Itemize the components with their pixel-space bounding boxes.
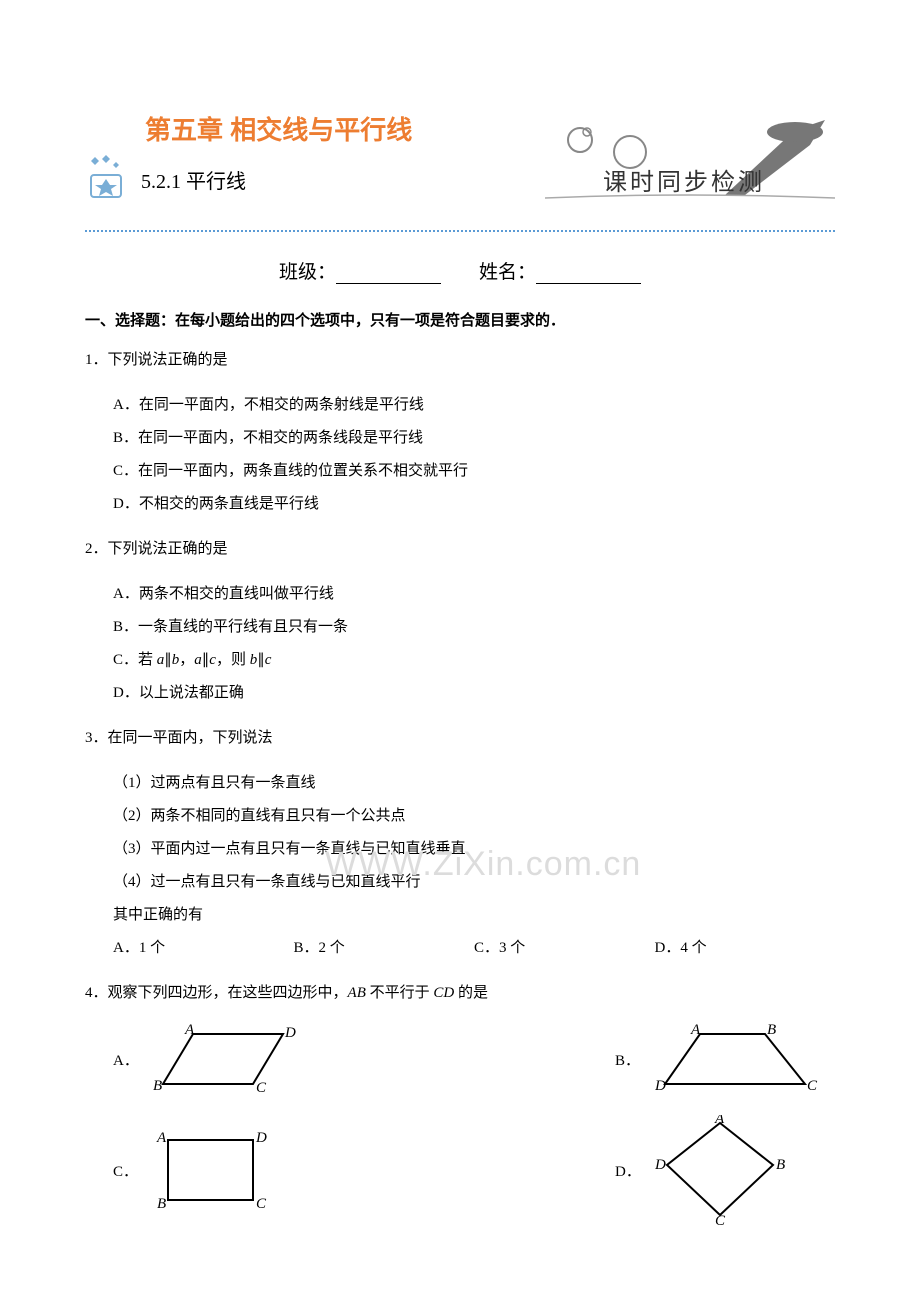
- q2-opt-a: A．两条不相交的直线叫做平行线: [85, 578, 835, 611]
- q3-num: 3．: [85, 730, 108, 746]
- q4-row-cd: C． A D B C D． A B C D: [85, 1115, 835, 1225]
- q4-num: 4．: [85, 985, 108, 1001]
- q2-opt-b: B．一条直线的平行线有且只有一条: [85, 611, 835, 644]
- q3-s2: （2）两条不相同的直线有且只有一个公共点: [85, 800, 835, 833]
- q3-opt-b: B．2 个: [294, 932, 475, 965]
- q1-opt-b: B．在同一平面内，不相交的两条线段是平行线: [85, 422, 835, 455]
- q4-row-ab: A． A D B C B． A B D C: [85, 1022, 835, 1097]
- q1-stem: 下列说法正确的是: [108, 352, 228, 368]
- svg-text:B: B: [153, 1078, 162, 1094]
- q4-figure-c: A D B C: [153, 1128, 313, 1213]
- q3-opt-d: D．4 个: [655, 932, 836, 965]
- q4-label-a: A．: [113, 1049, 153, 1070]
- header-divider: [85, 230, 835, 232]
- q1-num: 1．: [85, 352, 108, 368]
- question-4: 4．观察下列四边形，在这些四边形中，AB 不平行于 CD 的是: [85, 977, 835, 1010]
- svg-text:A: A: [690, 1022, 701, 1038]
- q3-s4: （4）过一点有且只有一条直线与已知直线平行: [85, 866, 835, 899]
- svg-text:D: D: [655, 1078, 666, 1094]
- svg-text:C: C: [807, 1078, 818, 1094]
- q2-opt-d: D．以上说法都正确: [85, 677, 835, 710]
- q1-opt-d: D．不相交的两条直线是平行线: [85, 488, 835, 521]
- q3-s1: （1）过两点有且只有一条直线: [85, 767, 835, 800]
- q3-tail: 其中正确的有: [85, 899, 835, 932]
- q3-stem: 在同一平面内，下列说法: [108, 730, 273, 746]
- svg-text:A: A: [156, 1130, 167, 1146]
- svg-text:D: D: [255, 1130, 267, 1146]
- q2c-t2: ，则: [216, 652, 250, 668]
- q2c-c1: c: [209, 652, 216, 668]
- star-badge-icon: [85, 155, 133, 203]
- form-line: 班级： 姓名：: [85, 257, 835, 284]
- svg-text:B: B: [776, 1157, 785, 1173]
- q4-label-b: B．: [615, 1049, 655, 1070]
- q4-label-d: D．: [615, 1160, 655, 1181]
- svg-text:B: B: [157, 1196, 166, 1212]
- q1-opt-a: A．在同一平面内，不相交的两条射线是平行线: [85, 389, 835, 422]
- q2c-a2: a: [194, 652, 202, 668]
- q4-cd: CD: [433, 985, 454, 1001]
- question-2: 2．下列说法正确的是: [85, 533, 835, 566]
- q4-mid: 不平行于: [366, 985, 434, 1001]
- section-row: 5.2.1 平行线: [85, 155, 246, 203]
- q4-figure-d: A B C D: [655, 1115, 835, 1225]
- svg-text:A: A: [714, 1115, 725, 1127]
- q3-opt-a: A．1 个: [113, 932, 294, 965]
- class-blank: [336, 264, 441, 284]
- q4-figure-a: A D B C: [153, 1022, 313, 1097]
- q4-ab: AB: [348, 985, 366, 1001]
- svg-text:C: C: [256, 1080, 267, 1096]
- svg-text:A: A: [184, 1022, 195, 1038]
- svg-text:D: D: [284, 1025, 296, 1041]
- class-label: 班级：: [279, 262, 336, 283]
- q2-num: 2．: [85, 541, 108, 557]
- svg-text:D: D: [655, 1157, 666, 1173]
- q4-figure-b: A B D C: [655, 1022, 835, 1097]
- q3-options: A．1 个 B．2 个 C．3 个 D．4 个: [85, 932, 835, 965]
- q1-opt-c: C．在同一平面内，两条直线的位置关系不相交就平行: [85, 455, 835, 488]
- section-heading: 一、选择题：在每小题给出的四个选项中，只有一项是符合题目要求的．: [85, 309, 835, 330]
- name-label: 姓名：: [479, 262, 536, 283]
- q2-stem: 下列说法正确的是: [108, 541, 228, 557]
- q2c-pre: C．若: [113, 652, 157, 668]
- svg-text:C: C: [256, 1196, 267, 1212]
- svg-text:C: C: [715, 1213, 726, 1225]
- q2c-p1: ∥: [164, 652, 172, 668]
- header: 第五章 相交线与平行线 5.2.1 平行线: [85, 100, 835, 220]
- q3-s3: （3）平面内过一点有且只有一条直线与已知直线垂直: [85, 833, 835, 866]
- q4-post: 的是: [454, 985, 488, 1001]
- q3-opt-c: C．3 个: [474, 932, 655, 965]
- question-1: 1．下列说法正确的是: [85, 344, 835, 377]
- name-blank: [536, 264, 641, 284]
- chapter-title: 第五章 相交线与平行线: [145, 110, 412, 147]
- q4-stem-pre: 观察下列四边形，在这些四边形中，: [108, 985, 348, 1001]
- svg-text:B: B: [767, 1022, 776, 1038]
- q2-opt-c: C．若 a∥b，a∥c，则 b∥c: [85, 644, 835, 677]
- q2c-t1: ，: [179, 652, 194, 668]
- question-3: 3．在同一平面内，下列说法: [85, 722, 835, 755]
- header-art: 课时同步检测: [545, 110, 835, 205]
- section-label: 5.2.1 平行线: [141, 165, 246, 194]
- q2c-p3: ∥: [257, 652, 265, 668]
- q4-label-c: C．: [113, 1160, 153, 1181]
- q2c-c2: c: [265, 652, 272, 668]
- header-art-text: 课时同步检测: [603, 162, 765, 197]
